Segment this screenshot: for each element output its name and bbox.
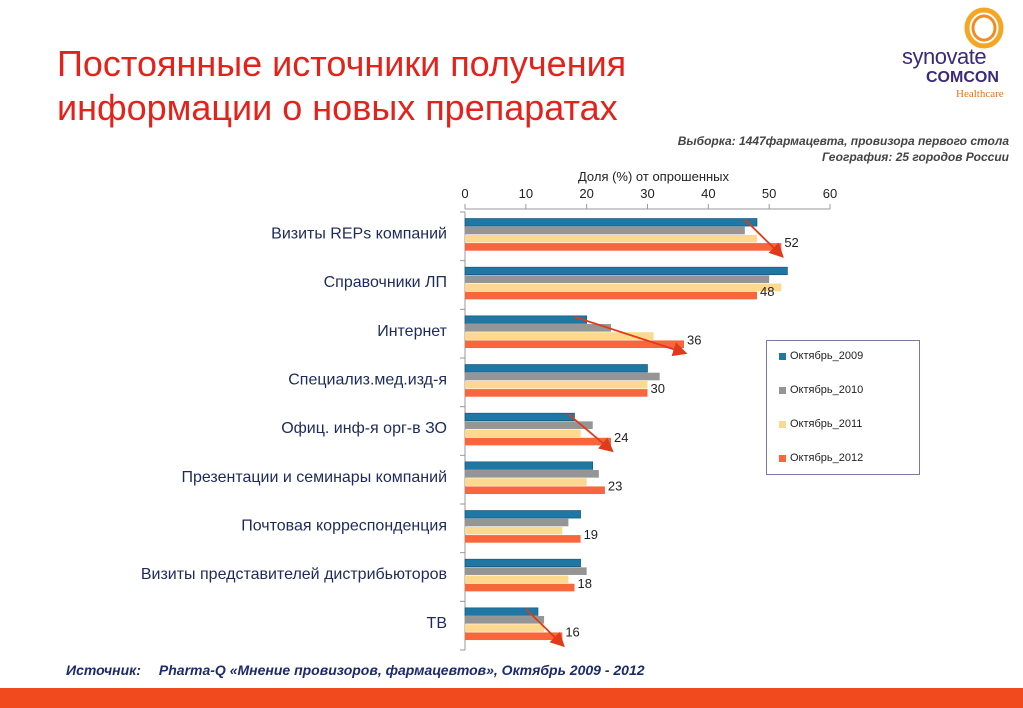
- data-label: 16: [565, 624, 579, 639]
- x-axis-title: Доля (%) от опрошенных: [578, 169, 730, 184]
- logo-ring-icon: [964, 7, 1004, 49]
- chart-legend: Октябрь_2009 Октябрь_2010 Октябрь_2011 Октя…: [766, 340, 920, 475]
- bar-Октябрь_2012: [465, 291, 757, 300]
- trend-arrow: [567, 413, 614, 453]
- synovate-logo: synovate COMCON Healthcare: [880, 6, 1020, 106]
- data-label: 30: [651, 381, 665, 396]
- bar-Октябрь_2012: [465, 632, 563, 641]
- source-note: Источник: Pharma-Q «Мнение провизоров, фа…: [66, 662, 645, 678]
- trend-arrow: [744, 218, 784, 258]
- bar-Октябрь_2011: [465, 380, 648, 389]
- data-label: 24: [614, 430, 628, 445]
- footer-bar: [0, 688, 1023, 708]
- x-tick-label: 0: [461, 186, 468, 201]
- logo-text-synovate: synovate: [902, 44, 987, 69]
- bar-Октябрь_2011: [465, 234, 757, 243]
- x-tick-label: 40: [701, 186, 715, 201]
- bar-Октябрь_2012: [465, 437, 611, 446]
- bar-Октябрь_2011: [465, 283, 782, 292]
- legend-item: Октябрь_2010: [779, 384, 863, 396]
- legend-swatch: [779, 352, 786, 360]
- bar-Октябрь_2012: [465, 389, 648, 397]
- x-tick-label: 50: [762, 186, 776, 201]
- category-label: ТВ: [427, 615, 447, 632]
- bar-Октябрь_2009: [464, 607, 539, 616]
- category-label: Визиты представителей дистрибьюторов: [141, 566, 447, 583]
- bar-Октябрь_2009: [464, 412, 575, 422]
- legend-swatch: [779, 420, 786, 428]
- logo-text-comcon: COMCON: [926, 69, 999, 86]
- data-label: 18: [578, 576, 592, 591]
- bar-Октябрь_2012: [465, 243, 782, 251]
- bar-Октябрь_2012: [465, 583, 575, 592]
- data-label: 23: [608, 478, 622, 493]
- bar-Октябрь_2010: [465, 226, 745, 235]
- bar-Октябрь_2009: [464, 461, 594, 470]
- category-label: Почтовая корреспонденция: [241, 518, 447, 535]
- legend-label: Октябрь_2009: [790, 350, 864, 362]
- page-title-line2: информации о новых препаратах: [57, 87, 618, 128]
- legend-label: Октябрь_2012: [790, 452, 864, 464]
- sample-line1: Выборка: 1447фармацевта, провизора перво…: [677, 134, 1009, 148]
- bar-Октябрь_2009: [464, 218, 758, 227]
- source-text: Pharma-Q «Мнение провизоров, фармацевтов…: [158, 662, 645, 678]
- page-title: Постоянные источники получения информаци…: [57, 42, 697, 130]
- source-label: Источник:: [66, 662, 141, 678]
- sample-info: Выборка: 1447фармацевта, провизора перво…: [678, 133, 1009, 165]
- data-label: 36: [687, 332, 701, 347]
- category-label: Офиц. инф-я орг-в ЗО: [281, 420, 447, 437]
- logo-text-healthcare: Healthcare: [956, 88, 1004, 100]
- category-label: Справочники ЛП: [324, 274, 447, 291]
- bar-chart: Доля (%) от опрошенных 0 10 20 30 40 50 60 Визит…: [141, 169, 837, 651]
- bar-Октябрь_2011: [465, 624, 545, 632]
- bar-Октябрь_2010: [465, 324, 611, 332]
- bar-Октябрь_2011: [465, 575, 569, 584]
- bar-Октябрь_2010: [465, 421, 593, 429]
- bar-Октябрь_2009: [464, 510, 581, 519]
- category-label: Специализ.мед.изд-я: [288, 372, 447, 389]
- bar-Октябрь_2009: [464, 266, 788, 276]
- bar-Октябрь_2010: [465, 518, 569, 527]
- bar-Октябрь_2010: [465, 275, 770, 283]
- bar-Октябрь_2011: [465, 526, 563, 535]
- bar-Октябрь_2009: [464, 558, 581, 568]
- sample-line2: География: 25 городов России: [822, 150, 1009, 164]
- bar-Октябрь_2010: [465, 470, 599, 478]
- legend-item: Октябрь_2011: [779, 418, 862, 430]
- bar-Октябрь_2012: [465, 340, 684, 349]
- x-tick-label: 10: [519, 186, 533, 201]
- category-label: Презентации и семинары компаний: [181, 469, 447, 486]
- x-tick-label: 60: [823, 186, 837, 201]
- bar-Октябрь_2012: [465, 486, 605, 495]
- legend-item: Октябрь_2009: [779, 350, 863, 362]
- legend-swatch: [779, 386, 786, 394]
- bar-Октябрь_2009: [464, 364, 648, 373]
- bar-Октябрь_2011: [465, 478, 587, 486]
- data-label: 19: [584, 527, 598, 542]
- x-tick-label: 20: [579, 186, 593, 201]
- legend-swatch: [779, 454, 786, 462]
- category-label: Визиты REPs компаний: [271, 226, 447, 243]
- bar-Октябрь_2011: [465, 332, 654, 340]
- x-tick-label: 30: [640, 186, 654, 201]
- trend-arrow: [525, 608, 565, 648]
- bar-Октябрь_2009: [464, 315, 587, 324]
- data-label: 52: [784, 235, 798, 250]
- page-title-line1: Постоянные источники получения: [57, 43, 627, 84]
- bar-Октябрь_2010: [465, 616, 545, 624]
- bar-Октябрь_2011: [465, 429, 581, 438]
- bar-Октябрь_2012: [465, 535, 581, 543]
- bar-Октябрь_2010: [465, 372, 660, 381]
- data-label: 48: [760, 284, 774, 299]
- bar-Октябрь_2010: [465, 567, 587, 575]
- legend-item: Октябрь_2012: [779, 452, 863, 464]
- legend-label: Октябрь_2011: [790, 418, 863, 430]
- legend-label: Октябрь_2010: [790, 384, 864, 396]
- category-label: Интернет: [377, 323, 447, 340]
- trend-arrow: [574, 315, 688, 357]
